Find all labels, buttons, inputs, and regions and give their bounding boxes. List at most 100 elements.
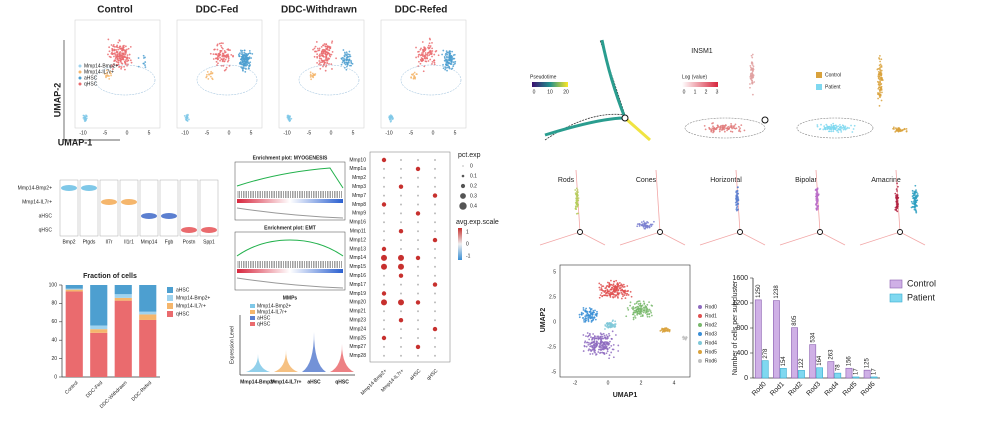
dot (434, 212, 436, 215)
cell-dot (739, 127, 741, 130)
label: 0 (330, 130, 333, 136)
cell-dot (576, 196, 578, 199)
cell-dot (326, 51, 329, 54)
cell-dot (615, 288, 618, 291)
cell-dot (218, 54, 221, 57)
dot (417, 319, 419, 322)
label: Mmp14-IL7r+ (84, 69, 114, 75)
label: 2.5 (549, 294, 556, 300)
dot (400, 239, 402, 242)
cell-dot (330, 63, 333, 66)
cell-dot (310, 78, 313, 81)
cell-dot (107, 53, 109, 56)
cell-dot (346, 64, 349, 66)
cell-dot (914, 196, 917, 199)
cell-dot (712, 129, 715, 132)
cell-dot (428, 42, 431, 45)
cell-dot (227, 59, 230, 62)
label: qHSC (84, 81, 98, 87)
cell-dot (344, 63, 347, 66)
cell-dot (314, 50, 316, 53)
cell-dot (415, 56, 418, 59)
cell-dot (632, 316, 635, 319)
cell-dot (600, 287, 603, 289)
cell-dot (646, 221, 649, 223)
cell-dot (599, 288, 602, 291)
cell-dot (340, 63, 343, 66)
node (621, 114, 629, 122)
cell-dot (703, 124, 706, 127)
cell-dot (912, 206, 914, 208)
cell-dot (604, 341, 607, 343)
cell-dot (610, 325, 613, 328)
cell-dot (915, 189, 917, 191)
cell-dot (340, 58, 343, 60)
dot (417, 203, 419, 206)
bar-segment (90, 329, 108, 333)
violin (161, 213, 177, 219)
cell-dot (650, 223, 653, 226)
cell-dot (242, 64, 245, 67)
label: aHSC (257, 315, 271, 321)
cell-dot (240, 51, 243, 53)
cell-dot (814, 195, 817, 198)
cell-dot (574, 189, 577, 191)
cell-dot (433, 61, 436, 64)
cell-dot (853, 124, 856, 127)
label: aHSC (409, 368, 423, 382)
label: 0 (683, 89, 686, 95)
cell-dot (879, 81, 882, 84)
cell-dot (331, 51, 334, 53)
cell-dot (638, 300, 641, 303)
cell-dot (905, 128, 908, 130)
legend-dot (78, 76, 82, 80)
cell-dot (316, 61, 318, 64)
cell-dot (247, 62, 249, 64)
bar (809, 344, 817, 379)
dot (417, 328, 419, 331)
legend-dot (698, 305, 702, 309)
cell-dot (617, 293, 620, 296)
cell-dot (418, 60, 420, 63)
label: Expression Level (229, 326, 235, 364)
cell-dot (108, 50, 111, 53)
label: 5 (148, 130, 151, 136)
cell-dot (590, 349, 593, 352)
cell-dot (614, 295, 616, 298)
cell-dot (605, 345, 608, 348)
label: -10 (385, 130, 392, 136)
cell-dot (247, 52, 250, 55)
cell-dot (221, 55, 224, 58)
cell-dot (816, 198, 819, 201)
cell-dot (589, 308, 592, 311)
bar-segment (65, 289, 83, 292)
cell-dot (315, 50, 318, 53)
label: 0 (553, 319, 556, 325)
cell-dot (107, 38, 110, 41)
label: Rod6 (705, 358, 717, 364)
cell-dot (894, 192, 897, 195)
cell-dot (624, 297, 627, 299)
value-label: 805 (792, 315, 798, 326)
bar-segment (114, 285, 132, 295)
cell-dot (815, 202, 818, 205)
cell-dot (816, 187, 819, 190)
dot (400, 310, 402, 313)
label: MMPs (283, 295, 298, 301)
cell-dot (753, 81, 756, 83)
cell-dot (878, 77, 880, 80)
cell-dot (614, 334, 617, 336)
cell-dot (390, 120, 393, 122)
dot (400, 337, 402, 339)
cell-dot (241, 49, 244, 52)
cell-dot (118, 39, 121, 42)
cell-dot (828, 128, 831, 130)
gsea-bar (237, 199, 343, 203)
dot (417, 283, 419, 286)
cell-dot (220, 42, 223, 44)
cell-dot (127, 59, 130, 62)
cell-dot (911, 192, 914, 195)
bar-segment (114, 300, 132, 377)
cell-dot (723, 130, 726, 133)
cell-dot (880, 76, 883, 79)
